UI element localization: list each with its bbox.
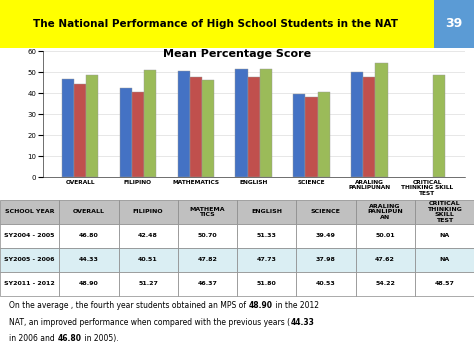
Bar: [74, 84, 86, 177]
Text: NAT, an improved performance when compared with the previous years (: NAT, an improved performance when compar…: [9, 318, 291, 327]
Text: in 2005).: in 2005).: [82, 334, 118, 343]
Bar: [178, 71, 190, 177]
Bar: [236, 69, 247, 177]
Text: 39: 39: [445, 17, 462, 30]
Text: On the average , the fourth year students obtained an MPS of: On the average , the fourth year student…: [9, 302, 249, 310]
Bar: [375, 63, 388, 177]
Text: 46.80: 46.80: [58, 334, 82, 343]
Bar: [305, 97, 318, 177]
Bar: [202, 80, 214, 177]
Text: in the 2012: in the 2012: [273, 302, 319, 310]
Bar: [433, 75, 446, 177]
Bar: [190, 77, 202, 177]
Text: 48.90: 48.90: [249, 302, 273, 310]
Text: 44.33: 44.33: [291, 318, 314, 327]
Bar: [132, 92, 144, 177]
Bar: [62, 79, 74, 177]
Bar: [144, 70, 156, 177]
Bar: [86, 75, 98, 177]
Bar: [119, 88, 132, 177]
Bar: [247, 77, 260, 177]
Bar: [351, 72, 363, 177]
Text: in 2006 and: in 2006 and: [9, 334, 58, 343]
Bar: [363, 77, 375, 177]
Bar: [293, 94, 305, 177]
Text: The National Performance of High School Students in the NAT: The National Performance of High School …: [33, 19, 398, 29]
Bar: [434, 0, 474, 48]
Bar: [260, 69, 272, 177]
Legend: SY2004 - 2005, SY2005 - 2006, SY2011 - 2012: SY2004 - 2005, SY2005 - 2006, SY2011 - 2…: [116, 228, 290, 239]
Bar: [318, 92, 329, 177]
Text: Mean Percentage Score: Mean Percentage Score: [163, 49, 311, 59]
